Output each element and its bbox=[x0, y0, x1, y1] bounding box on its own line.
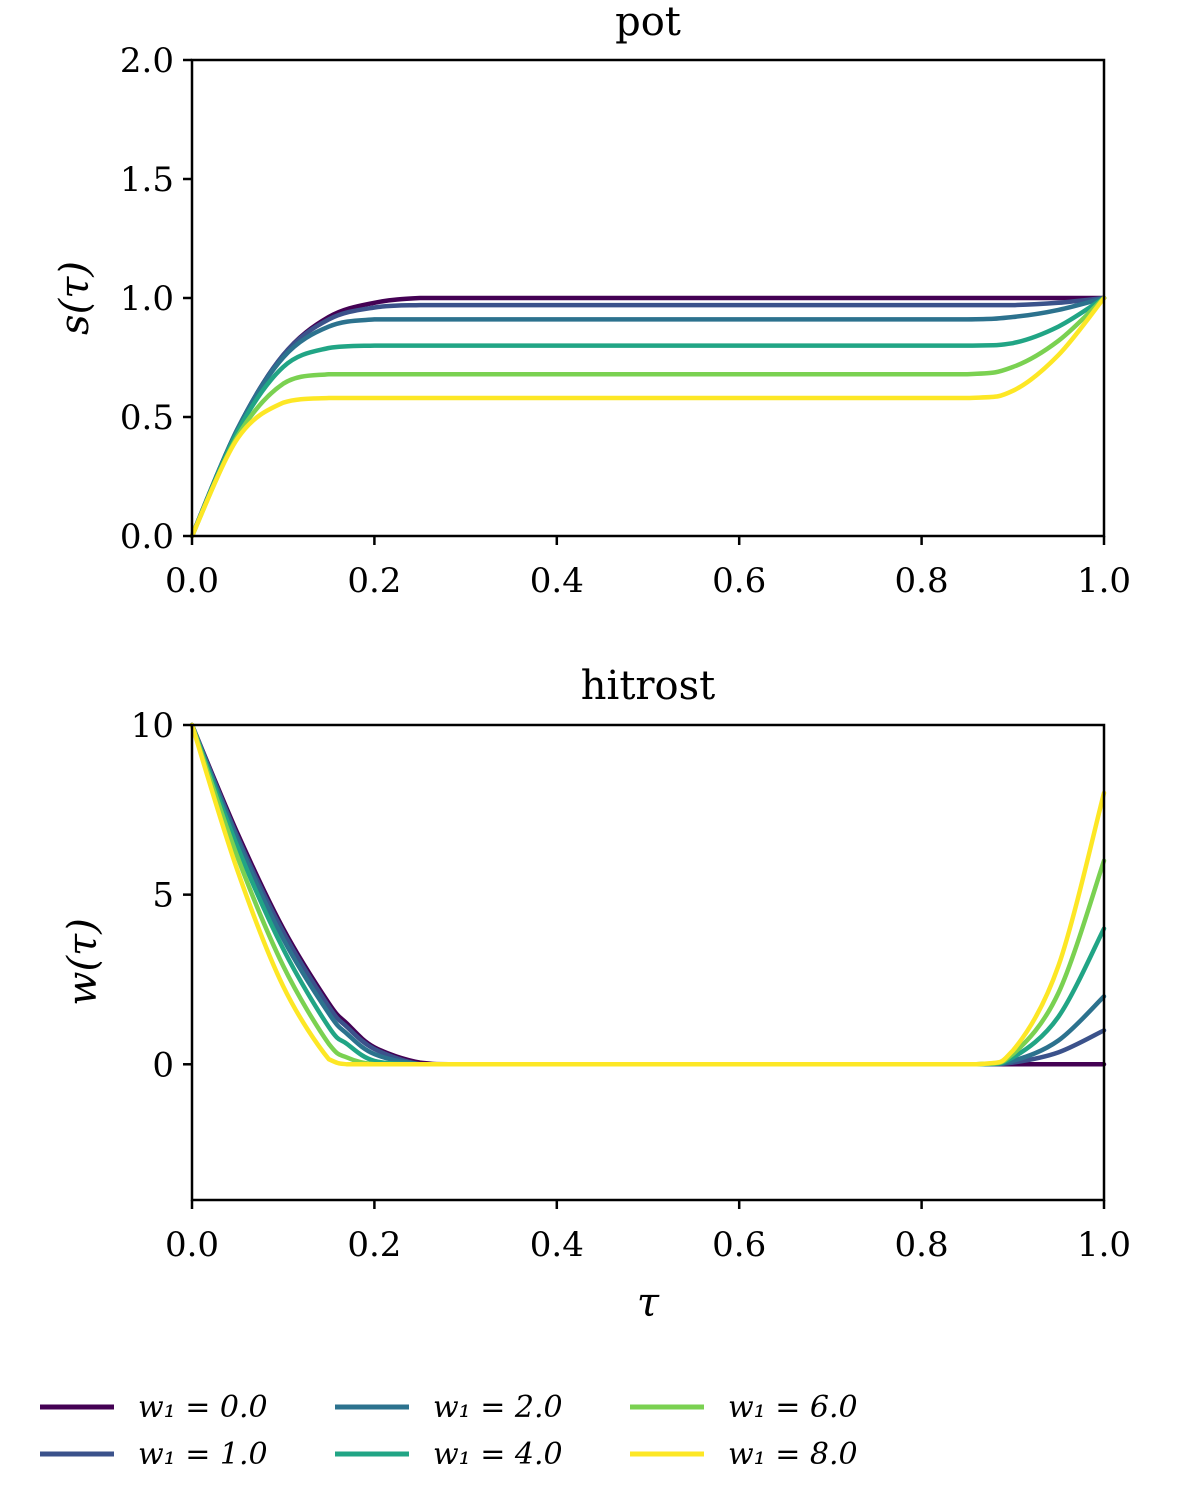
ticks-pot: 0.0 0.2 0.4 0.6 0.8 1.0 0.0 0.5 1.0 1.5 2.0 bbox=[120, 41, 1131, 601]
series-line-2 bbox=[189, 722, 1107, 1067]
legend-label: w₁ = 8.0 bbox=[728, 1437, 858, 1472]
x-tick-label: 0.4 bbox=[530, 1225, 584, 1265]
legend-item: w₁ = 0.0 bbox=[40, 1390, 268, 1425]
series-line-3 bbox=[189, 295, 1107, 539]
legend-item: w₁ = 8.0 bbox=[630, 1437, 858, 1472]
legend: w₁ = 0.0 w₁ = 1.0 w₁ = 2.0 w₁ = 4.0 w₁ = 6.0… bbox=[40, 1390, 858, 1472]
plot-frame-hitrost bbox=[190, 723, 1106, 1202]
x-tick-label: 1.0 bbox=[1077, 561, 1131, 601]
x-tick-label: 0.0 bbox=[165, 561, 219, 601]
x-tick-label: 1.0 bbox=[1077, 1225, 1131, 1265]
series-group-pot bbox=[189, 295, 1107, 539]
y-axis-label-pot: s(τ) bbox=[52, 261, 98, 335]
series-group-hitrost bbox=[189, 722, 1107, 1067]
y-tick-label: 10 bbox=[131, 706, 174, 746]
x-tick-label: 0.2 bbox=[347, 1225, 401, 1265]
ticks-hitrost: 0.0 0.2 0.4 0.6 0.8 1.0 0 5 10 bbox=[131, 706, 1131, 1265]
x-tick-label: 0.0 bbox=[165, 1225, 219, 1265]
panel-hitrost: hitrost w(τ) τ 0.0 0.2 0.4 0.6 0.8 1.0 0 5 10 bbox=[60, 663, 1131, 1326]
legend-item: w₁ = 1.0 bbox=[40, 1437, 268, 1472]
series-line-5 bbox=[189, 295, 1107, 539]
legend-label: w₁ = 4.0 bbox=[433, 1437, 563, 1472]
chart-title-pot: pot bbox=[615, 0, 681, 45]
x-tick-label: 0.8 bbox=[895, 1225, 949, 1265]
y-tick-label: 1.0 bbox=[120, 279, 174, 319]
chart-title-hitrost: hitrost bbox=[581, 663, 715, 709]
x-tick-label: 0.6 bbox=[712, 561, 766, 601]
legend-item: w₁ = 4.0 bbox=[335, 1437, 563, 1472]
legend-label: w₁ = 1.0 bbox=[138, 1437, 268, 1472]
legend-item: w₁ = 2.0 bbox=[335, 1390, 563, 1425]
y-axis-label-hitrost: w(τ) bbox=[60, 918, 106, 1006]
series-line-0 bbox=[189, 295, 1107, 539]
x-tick-label: 0.6 bbox=[712, 1225, 766, 1265]
series-line-1 bbox=[189, 295, 1107, 539]
series-line-2 bbox=[189, 295, 1107, 539]
x-tick-label: 0.8 bbox=[895, 561, 949, 601]
panel-pot: pot s(τ) 0.0 0.2 0.4 0.6 0.8 1.0 0.0 0.5 1.0 1.5 2… bbox=[52, 0, 1131, 601]
legend-label: w₁ = 6.0 bbox=[728, 1390, 858, 1425]
x-tick-label: 0.4 bbox=[530, 561, 584, 601]
x-tick-label: 0.2 bbox=[347, 561, 401, 601]
y-tick-label: 0.0 bbox=[120, 517, 174, 557]
x-axis-label-hitrost: τ bbox=[637, 1280, 660, 1326]
series-line-5 bbox=[189, 722, 1107, 1067]
y-tick-label: 2.0 bbox=[120, 41, 174, 81]
series-line-4 bbox=[189, 295, 1107, 539]
y-tick-label: 5 bbox=[152, 876, 174, 916]
y-tick-label: 0 bbox=[152, 1045, 174, 1085]
y-tick-label: 0.5 bbox=[120, 398, 174, 438]
legend-label: w₁ = 2.0 bbox=[433, 1390, 563, 1425]
y-tick-label: 1.5 bbox=[120, 160, 174, 200]
legend-label: w₁ = 0.0 bbox=[138, 1390, 268, 1425]
legend-item: w₁ = 6.0 bbox=[630, 1390, 858, 1425]
